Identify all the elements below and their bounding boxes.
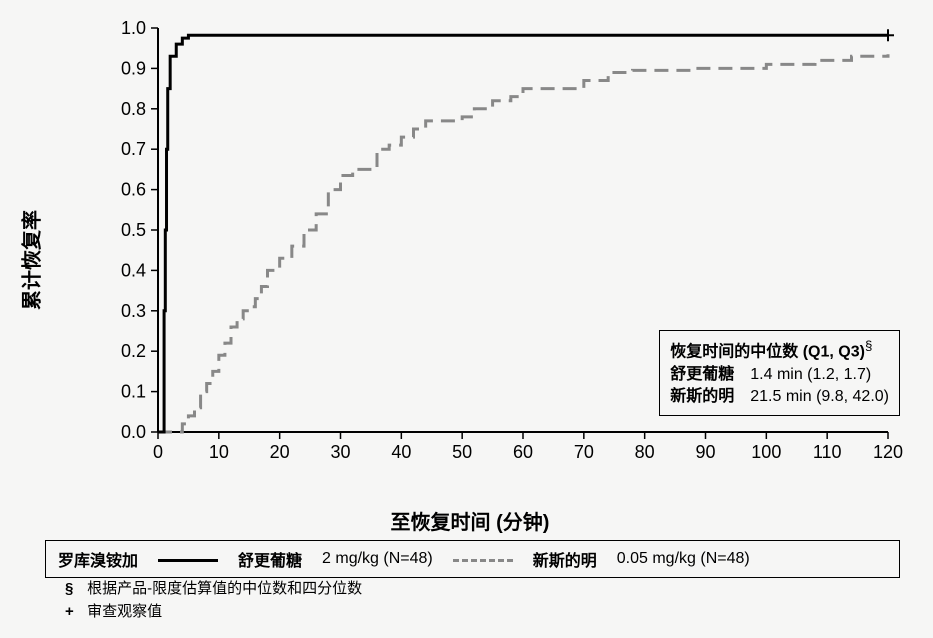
legend-item1-label: 舒更葡糖 — [238, 547, 302, 571]
inset-title: 恢复时间的中位数 (Q1, Q3)§ — [670, 337, 889, 364]
inset-row-2: 新斯的明 21.5 min (9.8, 42.0) — [670, 386, 889, 408]
svg-text:0.0: 0.0 — [121, 422, 146, 442]
footnotes: § 根据产品-限度估算值的中位数和四分位数 + 审查观察值 — [65, 578, 362, 623]
svg-text:1.0: 1.0 — [121, 18, 146, 38]
legend-prefix: 罗库溴铵加 — [58, 547, 138, 571]
inset-row2-label: 新斯的明 — [670, 386, 738, 408]
legend-item2-dose: 0.05 mg/kg (N=48) — [617, 550, 750, 568]
legend-item1-dose: 2 mg/kg (N=48) — [322, 550, 433, 568]
svg-text:120: 120 — [873, 442, 903, 462]
inset-row2-value: 21.5 min (9.8, 42.0) — [750, 386, 889, 408]
svg-text:0.2: 0.2 — [121, 341, 146, 361]
svg-text:80: 80 — [635, 442, 655, 462]
footnote-1-text: 根据产品-限度估算值的中位数和四分位数 — [87, 580, 362, 597]
inset-row1-label: 舒更葡糖 — [670, 364, 738, 386]
inset-stats-box: 恢复时间的中位数 (Q1, Q3)§ 舒更葡糖 1.4 min (1.2, 1.… — [659, 330, 900, 416]
svg-text:40: 40 — [391, 442, 411, 462]
y-axis-title: 累计恢复率 — [16, 210, 45, 310]
svg-text:90: 90 — [695, 442, 715, 462]
inset-title-sup: § — [865, 338, 872, 353]
svg-text:10: 10 — [209, 442, 229, 462]
svg-text:0.3: 0.3 — [121, 301, 146, 321]
svg-text:0.6: 0.6 — [121, 180, 146, 200]
inset-title-text: 恢复时间的中位数 (Q1, Q3) — [670, 343, 865, 360]
footnote-1: § 根据产品-限度估算值的中位数和四分位数 — [65, 578, 362, 601]
svg-text:30: 30 — [330, 442, 350, 462]
svg-text:20: 20 — [270, 442, 290, 462]
footnote-2-symbol: + — [65, 601, 83, 624]
footnote-2-text: 审查观察值 — [87, 603, 162, 620]
svg-text:70: 70 — [574, 442, 594, 462]
inset-row1-value: 1.4 min (1.2, 1.7) — [750, 364, 871, 386]
legend-item2-label: 新斯的明 — [533, 547, 597, 571]
svg-text:0.7: 0.7 — [121, 139, 146, 159]
svg-text:0.8: 0.8 — [121, 99, 146, 119]
svg-text:0.5: 0.5 — [121, 220, 146, 240]
inset-row-1: 舒更葡糖 1.4 min (1.2, 1.7) — [670, 364, 889, 386]
svg-text:110: 110 — [813, 442, 842, 462]
footnote-1-symbol: § — [65, 578, 83, 601]
x-axis-title: 至恢复时间 (分钟) — [391, 506, 550, 535]
footnote-2: + 审查观察值 — [65, 601, 362, 624]
svg-text:0.9: 0.9 — [121, 58, 146, 78]
svg-text:0.1: 0.1 — [121, 382, 146, 402]
chart-container: 累计恢复率 01020304050607080901001101200.00.1… — [30, 10, 910, 530]
svg-text:0.4: 0.4 — [121, 260, 146, 280]
svg-text:60: 60 — [513, 442, 533, 462]
svg-text:0: 0 — [153, 442, 163, 462]
svg-text:100: 100 — [751, 442, 781, 462]
legend-box: 罗库溴铵加 舒更葡糖 2 mg/kg (N=48) 新斯的明 0.05 mg/k… — [45, 540, 900, 578]
svg-text:50: 50 — [452, 442, 472, 462]
